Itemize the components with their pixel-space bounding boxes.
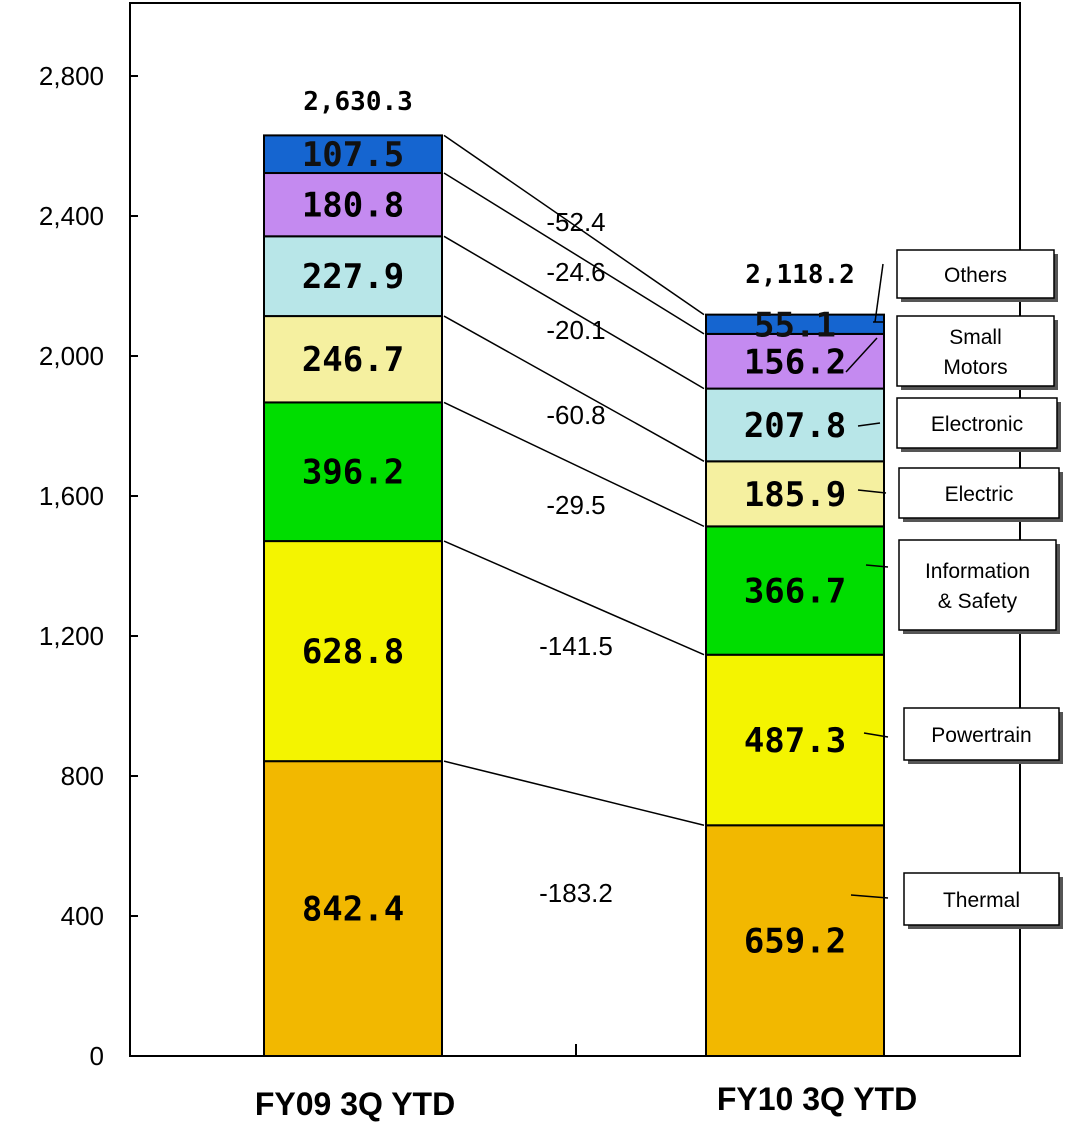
- bar-segment-rect: [705, 332, 885, 390]
- bar-value-label: 207.8: [744, 406, 846, 446]
- bar-segment-electric: 246.7: [263, 315, 443, 404]
- y-tick-label: 1,200: [39, 621, 104, 651]
- bar-segment-rect: [705, 387, 885, 463]
- bar-segment-rect: [705, 313, 885, 335]
- bar-value-label: 227.9: [302, 257, 404, 297]
- bar-segment-powertrain: 628.8: [263, 540, 443, 763]
- bar-value-label: 366.7: [744, 572, 846, 612]
- legend-item-electric: Electric: [857, 467, 1063, 522]
- legend-box: [898, 467, 1060, 519]
- legend-item-thermal: Thermal: [850, 872, 1063, 929]
- bar-value-label: 628.8: [302, 632, 404, 672]
- y-tick-label: 2,000: [39, 341, 104, 371]
- bar-value-label: 246.7: [302, 340, 404, 380]
- bar-segment-electronic: 207.8: [705, 387, 885, 463]
- delta-label: -52.4: [546, 207, 605, 237]
- legend-leader-line: [850, 894, 889, 899]
- legend-label: & Safety: [938, 590, 1018, 613]
- connector-line: [443, 315, 705, 462]
- y-tick-label: 800: [61, 761, 104, 791]
- legend-leader-line: [845, 337, 878, 373]
- bar-value-label: 659.2: [744, 922, 846, 962]
- bar-value-label: 55.1: [754, 305, 836, 345]
- legend-label: Motors: [943, 356, 1007, 379]
- x-category-label: FY09 3Q YTD: [255, 1086, 455, 1122]
- y-tick-label: 1,600: [39, 481, 104, 511]
- bar-segment-thermal: 659.2: [705, 824, 885, 1058]
- delta-label: -141.5: [539, 631, 613, 661]
- total-label: 2,118.2: [745, 260, 855, 290]
- delta-label: -29.5: [546, 490, 605, 520]
- delta-label: -60.8: [546, 400, 605, 430]
- bar-value-label: 156.2: [744, 342, 846, 382]
- bar-segment-rect: [705, 460, 885, 528]
- bar-segment-thermal: 842.4: [263, 760, 443, 1057]
- legend-item-small: Small Motors: [845, 315, 1058, 390]
- delta-label: -24.6: [546, 257, 605, 287]
- legend-label: Information: [925, 560, 1030, 583]
- bar-segment-rect: [263, 760, 443, 1057]
- legend-item-electronic: Electronic: [857, 397, 1061, 452]
- legend-label: Electronic: [931, 413, 1023, 436]
- connector-line: [443, 172, 705, 335]
- legend-leader-line: [857, 422, 881, 427]
- y-tick-label: 2,800: [39, 61, 104, 91]
- bar-value-label: 180.8: [302, 186, 404, 226]
- bar-segment-others: 55.1: [705, 305, 885, 345]
- legend-box: [896, 249, 1055, 299]
- connector-line: [443, 760, 705, 827]
- y-tick-label: 2,400: [39, 201, 104, 231]
- legend-label: Electric: [945, 483, 1014, 506]
- bar-value-label: 185.9: [744, 475, 846, 515]
- legend-leader-line: [863, 732, 889, 738]
- bar-value-label: 487.3: [744, 721, 846, 761]
- bar-segment-rect: [263, 235, 443, 318]
- legend-label: Others: [944, 264, 1007, 287]
- bar-segment-electronic: 227.9: [263, 235, 443, 318]
- total-leader-line: [874, 263, 884, 323]
- bar-segment-small: 156.2: [705, 332, 885, 390]
- legend-leader-line: [865, 564, 889, 568]
- bar-segment-small: 180.8: [263, 172, 443, 238]
- bar-segment-information: 366.7: [705, 525, 885, 656]
- bar-segment-information: 396.2: [263, 401, 443, 543]
- bar-segment-electric: 185.9: [705, 460, 885, 528]
- legend-label: Small: [949, 326, 1002, 349]
- legend-box: [903, 872, 1060, 926]
- legend-box: [896, 315, 1055, 387]
- bar-segment-rect: [263, 134, 443, 175]
- connector-line: [443, 235, 705, 390]
- legend-item-information: Information & Safety: [865, 539, 1060, 634]
- legend-box: [903, 707, 1060, 761]
- legend-leader-line: [857, 489, 887, 494]
- bar-value-label: 107.5: [302, 135, 404, 175]
- connector-line: [443, 540, 705, 656]
- delta-label: -20.1: [546, 315, 605, 345]
- x-category-label: FY10 3Q YTD: [717, 1081, 917, 1117]
- bar-segment-rect: [705, 824, 885, 1058]
- bar-segment-rect: [705, 653, 885, 827]
- bar-segment-rect: [263, 315, 443, 404]
- bar-value-label: 396.2: [302, 453, 404, 493]
- legend-label: Thermal: [943, 889, 1020, 912]
- bar-segment-powertrain: 487.3: [705, 653, 885, 827]
- bar-segment-rect: [263, 401, 443, 543]
- delta-label: -183.2: [539, 878, 613, 908]
- y-tick-label: 400: [61, 901, 104, 931]
- bar-value-label: 842.4: [302, 890, 404, 930]
- connector-line: [443, 134, 705, 316]
- bar-segment-rect: [263, 540, 443, 763]
- legend-box: [896, 397, 1058, 449]
- y-tick-label: 0: [90, 1041, 104, 1071]
- legend-item-powertrain: Powertrain: [863, 707, 1063, 764]
- legend-label: Powertrain: [931, 724, 1031, 747]
- legend-item-others: Others: [873, 249, 1058, 323]
- bar-segment-others: 107.5: [263, 134, 443, 175]
- connector-line: [443, 401, 705, 528]
- legend-box: [898, 539, 1057, 631]
- total-label: 2,630.3: [303, 87, 413, 117]
